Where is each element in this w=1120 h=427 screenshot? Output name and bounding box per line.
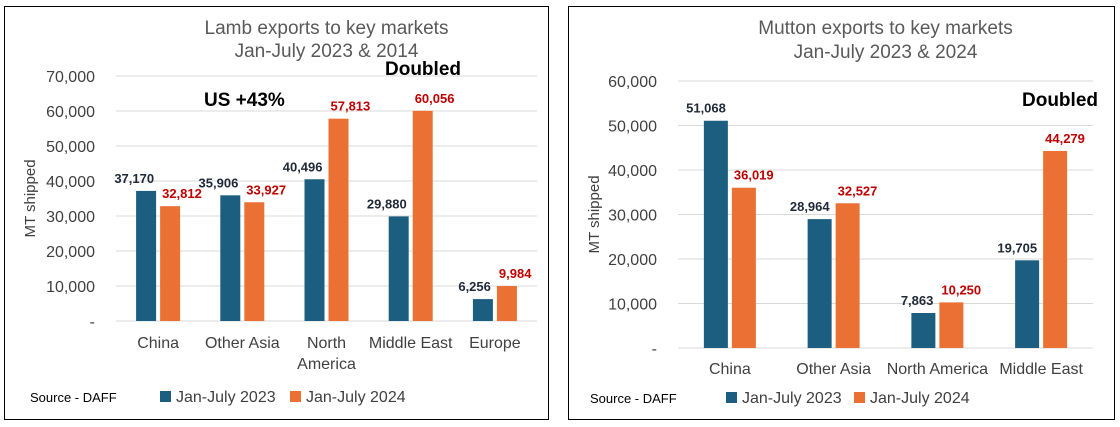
y-tick-label: - <box>90 314 95 331</box>
data-label: 19,705 <box>997 240 1037 255</box>
chart-frame <box>4 6 549 420</box>
data-label: 60,056 <box>415 91 455 106</box>
y-tick-label: - <box>652 341 657 358</box>
legend-swatch-2024 <box>290 391 301 402</box>
legend-label-2023: Jan-July 2023 <box>176 389 276 406</box>
legend-label-2024: Jan-July 2024 <box>306 389 406 406</box>
legend-swatch-2023 <box>726 392 737 403</box>
y-tick-label: 10,000 <box>608 297 657 314</box>
bar-2023 <box>136 190 157 321</box>
annotation: Doubled <box>1022 90 1098 111</box>
x-category-label: America <box>297 356 356 373</box>
x-category-label: Other Asia <box>796 361 871 378</box>
data-label: 33,927 <box>246 182 286 197</box>
lamb-chart-panel: Lamb exports to key markets Jan-July 2023… <box>4 6 549 420</box>
x-category-label: North America <box>887 361 988 378</box>
y-tick-label: 60,000 <box>608 74 657 91</box>
y-axis-label: MT shipped <box>586 175 603 253</box>
x-category-label: Middle East <box>999 361 1083 378</box>
data-label: 57,813 <box>331 99 371 114</box>
bar-2024 <box>731 187 756 348</box>
chart-subtitle: Jan-July 2023 & 2024 <box>794 42 978 63</box>
y-tick-label: 60,000 <box>46 104 95 121</box>
data-label: 29,880 <box>367 196 407 211</box>
chart-title: Mutton exports to key markets <box>758 18 1013 39</box>
bar-2023 <box>703 120 728 348</box>
data-label: 40,496 <box>283 159 323 174</box>
data-label: 28,964 <box>790 199 831 214</box>
data-label: 10,250 <box>941 282 981 297</box>
y-axis-label: MT shipped <box>22 159 39 237</box>
data-label: 35,906 <box>199 175 239 190</box>
bar-2023 <box>807 219 832 348</box>
x-category-label: Europe <box>469 335 521 352</box>
data-label: 9,984 <box>499 266 532 281</box>
x-category-label: China <box>709 361 751 378</box>
bar-2024 <box>939 302 964 348</box>
data-label: 6,256 <box>458 279 491 294</box>
mutton-chart-panel: Mutton exports to key markets Jan-July 20… <box>568 6 1115 420</box>
bar-2024 <box>412 110 433 321</box>
data-label: 32,812 <box>162 186 202 201</box>
bar-2024 <box>244 202 265 321</box>
y-tick-label: 30,000 <box>46 209 95 226</box>
data-label: 36,019 <box>734 168 774 183</box>
chart-title: Lamb exports to key markets <box>205 18 449 39</box>
legend-label-2023: Jan-July 2023 <box>742 390 842 407</box>
data-label: 44,279 <box>1045 131 1085 146</box>
bar-2023 <box>304 179 325 321</box>
y-tick-label: 50,000 <box>608 119 657 136</box>
y-tick-label: 40,000 <box>46 174 95 191</box>
bar-2023 <box>911 313 936 348</box>
annotation: Doubled <box>385 59 461 80</box>
bar-2023 <box>472 299 493 321</box>
bar-2023 <box>220 195 241 321</box>
y-tick-label: 40,000 <box>608 163 657 180</box>
legend-swatch-2023 <box>160 391 171 402</box>
annotation: US +43% <box>204 90 285 111</box>
x-category-label: China <box>137 335 179 352</box>
y-tick-label: 20,000 <box>46 244 95 261</box>
data-label: 37,170 <box>114 171 154 186</box>
source-note: Source - DAFF <box>30 390 117 405</box>
bar-2024 <box>835 203 860 348</box>
bar-2023 <box>388 216 409 321</box>
x-category-label: Other Asia <box>205 335 280 352</box>
data-label: 32,527 <box>838 183 878 198</box>
legend-label-2024: Jan-July 2024 <box>870 390 970 407</box>
data-label: 7,863 <box>901 293 934 308</box>
bar-2024 <box>1043 150 1068 348</box>
legend-swatch-2024 <box>854 392 865 403</box>
y-tick-label: 20,000 <box>608 252 657 269</box>
bar-2023 <box>1015 260 1040 348</box>
bar-2024 <box>496 286 517 321</box>
y-tick-label: 70,000 <box>46 69 95 86</box>
x-category-label: Middle East <box>369 335 453 352</box>
data-label: 51,068 <box>686 101 726 116</box>
y-tick-label: 10,000 <box>46 279 95 296</box>
mutton-exports-chart: Mutton exports to key markets Jan-July 20… <box>568 6 1115 420</box>
bar-2024 <box>328 118 349 321</box>
bar-2024 <box>160 206 181 321</box>
x-category-label: North <box>307 335 346 352</box>
y-tick-label: 30,000 <box>608 208 657 225</box>
chart-subtitle: Jan-July 2023 & 2014 <box>235 41 419 62</box>
source-note: Source - DAFF <box>590 391 677 406</box>
y-tick-label: 50,000 <box>46 139 95 156</box>
